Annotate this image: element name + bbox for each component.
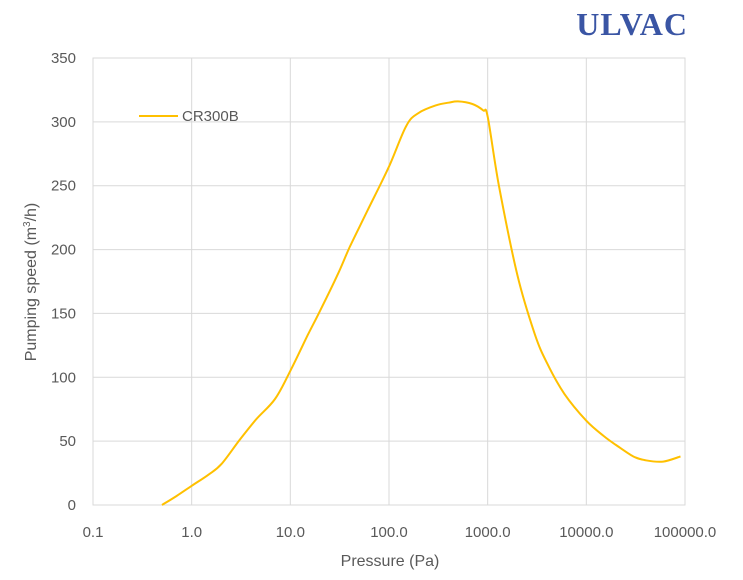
x-tick-label: 100.0 [370,524,408,541]
y-tick-label: 200 [51,242,76,259]
y-tick-label: 150 [51,305,76,322]
y-tick-label: 100 [51,369,76,386]
plot-frame [92,57,686,506]
y-axis-title-prefix: Pumping speed (m [23,227,40,361]
x-tick-label: 10000.0 [559,524,613,541]
x-tick-label: 10.0 [276,524,305,541]
y-tick-label: 300 [51,114,76,131]
x-tick-label: 1000.0 [465,524,511,541]
y-tick-label: 350 [51,50,76,67]
plot-area [92,57,686,506]
y-axis-title-superscript: 3 [22,221,33,227]
x-axis-ticks: 0.1 1.0 10.0 100.0 1000.0 10000.0 100000.0 [83,524,717,541]
series-line-cr300b [161,100,681,506]
y-tick-label: 50 [59,433,76,450]
x-tick-label: 100000.0 [654,524,717,541]
y-tick-label: 250 [51,178,76,195]
x-tick-label: 0.1 [83,524,104,541]
y-axis-title-suffix: /h) [23,203,40,222]
y-axis-title: Pumping speed (m3/h) [22,203,40,362]
series-layer [161,100,681,506]
legend-label: CR300B [182,108,239,125]
x-axis-title: Pressure (Pa) [341,553,440,570]
x-tick-label: 1.0 [181,524,202,541]
y-axis-ticks: 0 50 100 150 200 250 300 350 [51,50,76,514]
ulvac-logo: ULVAC [576,6,688,42]
y-tick-label: 0 [68,497,76,514]
chart-grid [92,57,686,506]
legend: CR300B [139,108,239,125]
